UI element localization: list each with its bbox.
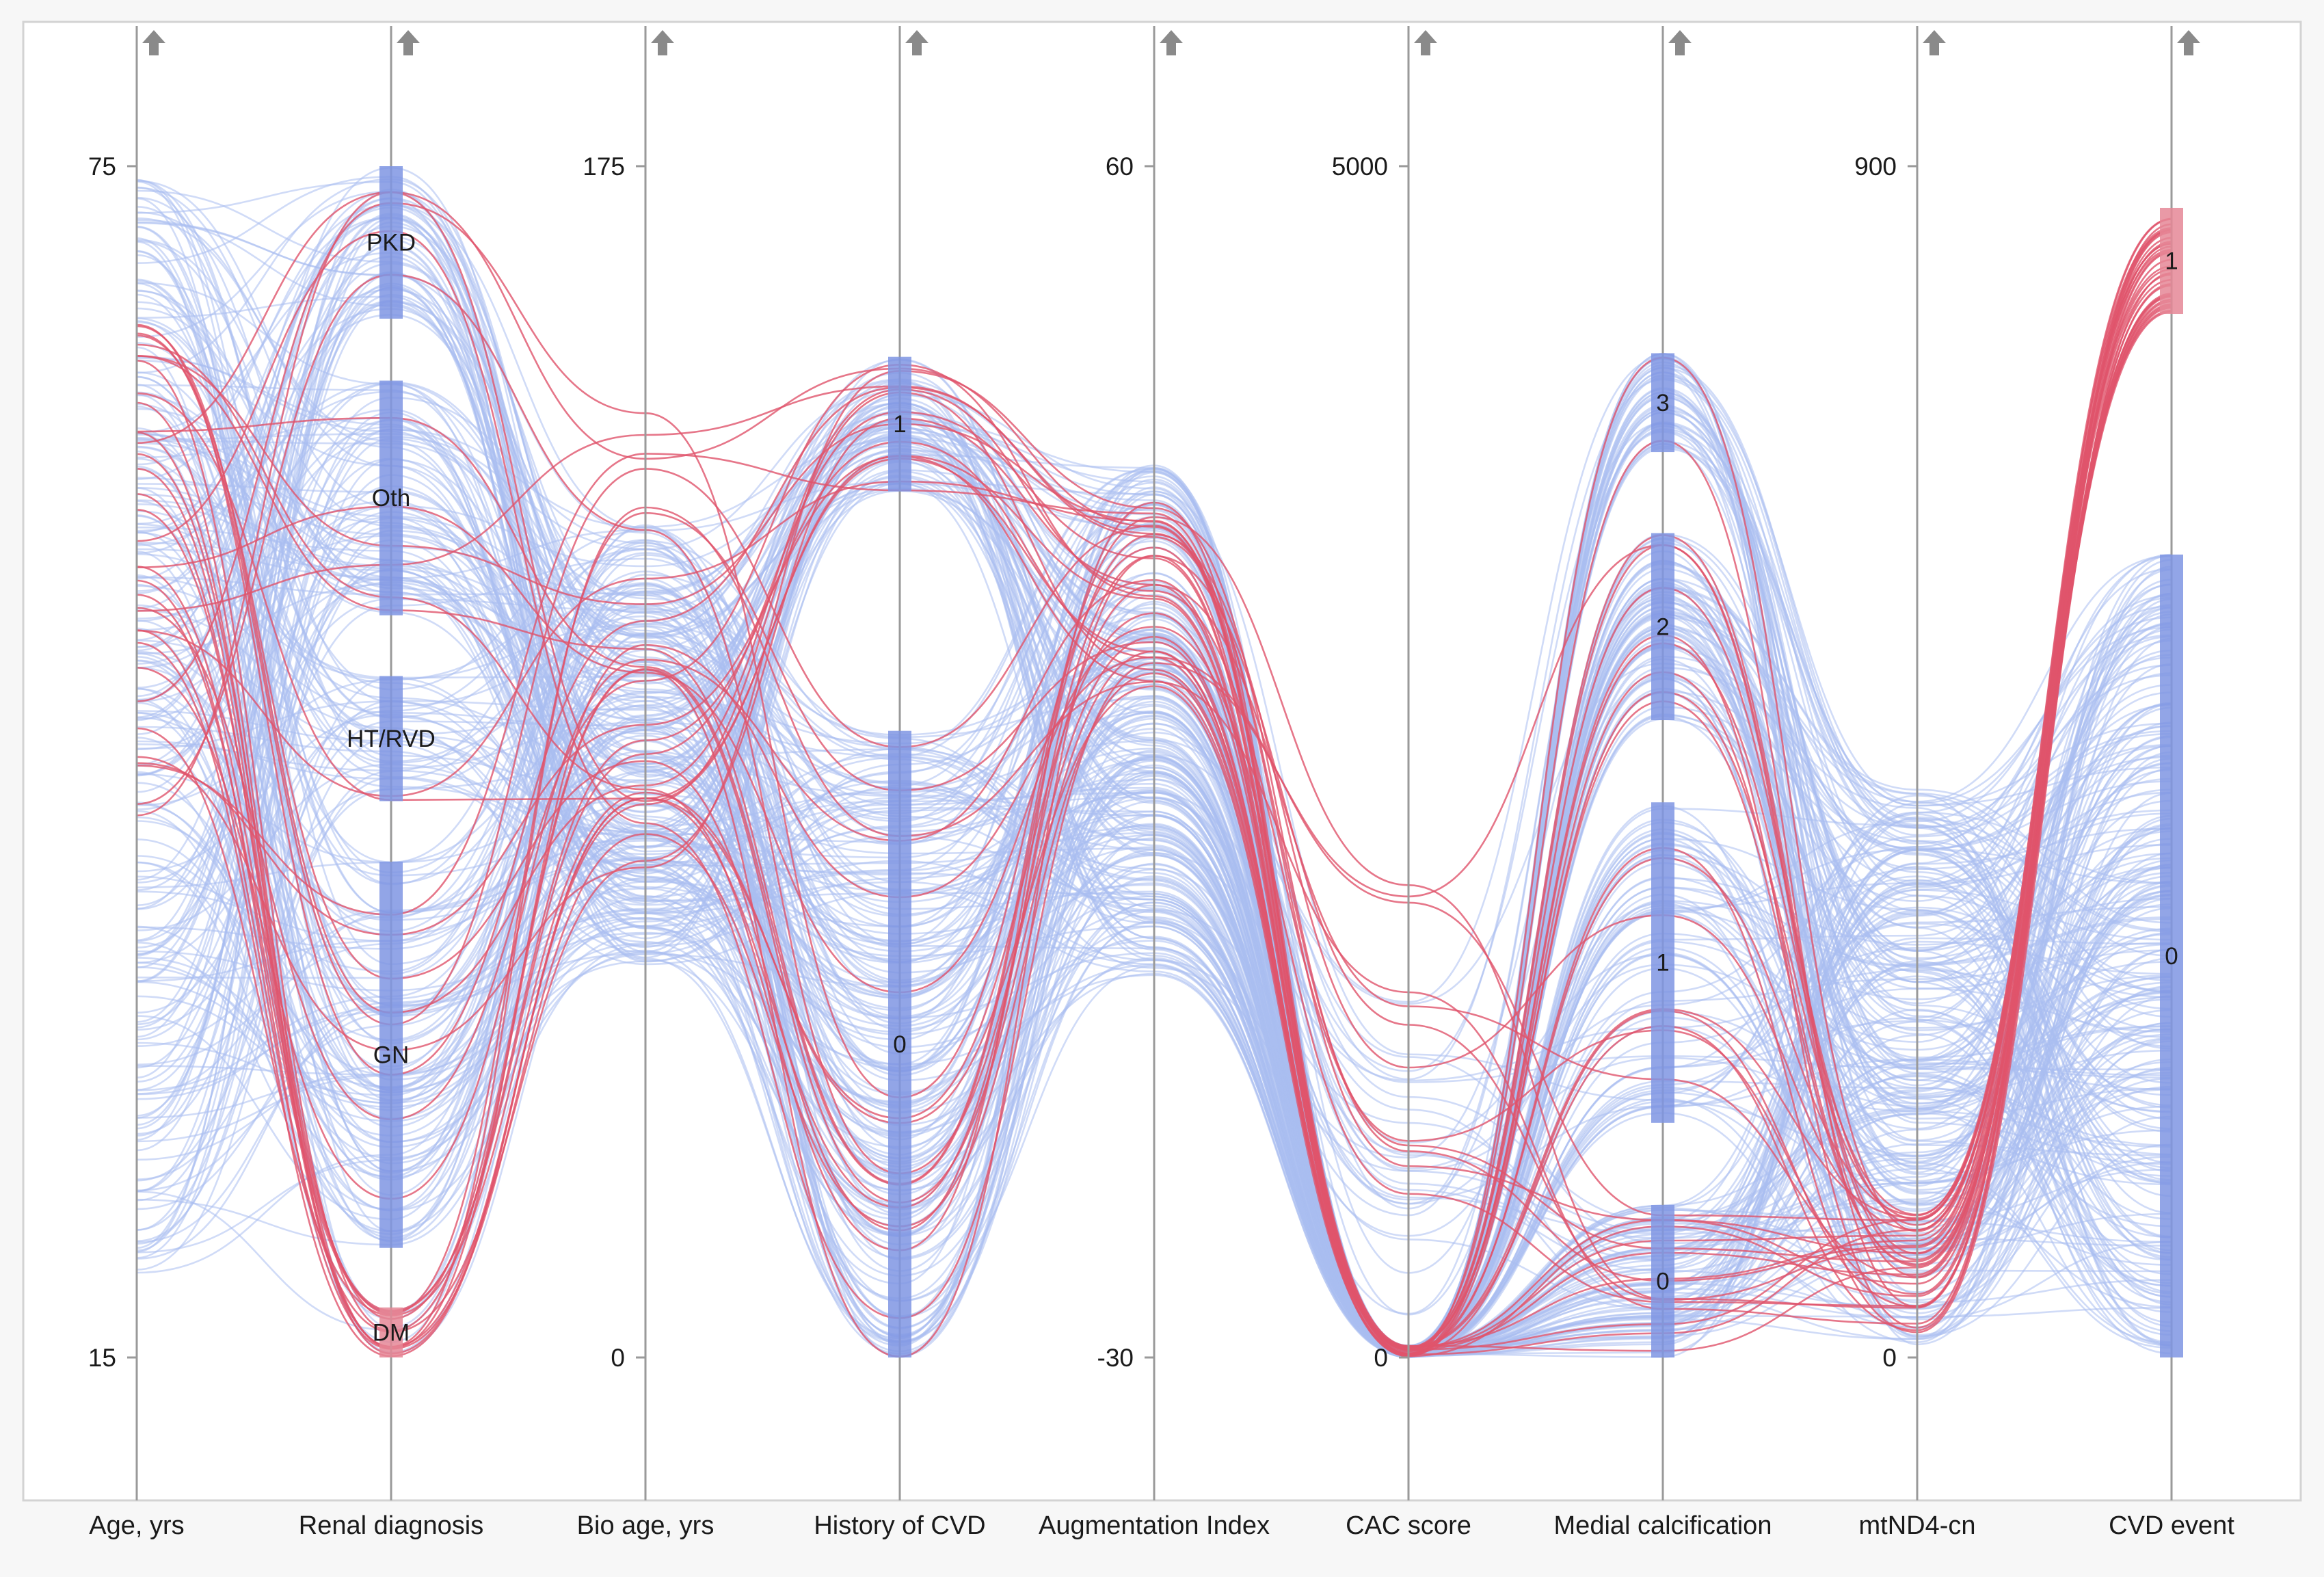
polyline-event <box>136 310 2172 1349</box>
category-bar[interactable] <box>379 676 403 801</box>
axis-title: History of CVD <box>814 1511 985 1540</box>
polyline-event <box>136 299 2172 1279</box>
category-bar[interactable] <box>888 730 911 1357</box>
polyline-no-event <box>136 529 2172 1349</box>
polyline-no-event <box>136 510 2172 1357</box>
polyline-no-event <box>136 178 2172 1356</box>
arrow-up-icon[interactable] <box>651 30 674 55</box>
polyline-event <box>136 230 2172 1348</box>
axis-title: CVD event <box>2109 1511 2234 1540</box>
tick-label-max: 900 <box>1854 153 1897 181</box>
polyline-event <box>136 223 2172 1355</box>
axis-title: Medial calcification <box>1554 1511 1772 1540</box>
category-label: 2 <box>1656 613 1669 640</box>
tick-label-min: 0 <box>1882 1344 1897 1372</box>
polylines-layer <box>136 166 2172 1359</box>
axis-title: Renal diagnosis <box>299 1511 483 1540</box>
arrow-up-icon[interactable] <box>1414 30 1437 55</box>
polyline-no-event <box>136 716 2172 1353</box>
polyline-no-event <box>136 465 2172 1357</box>
category-bar[interactable] <box>379 380 403 615</box>
arrow-up-icon[interactable] <box>1923 30 1946 55</box>
category-label: GN <box>373 1042 410 1069</box>
polyline-event <box>136 237 2172 1351</box>
polyline-no-event <box>136 602 2172 1359</box>
arrow-up-icon[interactable] <box>397 30 420 55</box>
category-label: 1 <box>2165 248 2178 274</box>
arrow-up-icon[interactable] <box>142 30 165 55</box>
category-label: PKD <box>366 229 416 256</box>
polyline-no-event <box>136 773 2172 1354</box>
tick-label-min: -30 <box>1097 1344 1134 1372</box>
arrow-up-icon[interactable] <box>1668 30 1692 55</box>
polyline-no-event <box>136 394 2172 1349</box>
polyline-no-event <box>136 583 2172 1349</box>
polyline-event <box>136 218 2172 1282</box>
polyline-no-event <box>136 381 2172 1310</box>
category-label: 0 <box>2165 943 2178 970</box>
polyline-event <box>136 305 2172 1349</box>
polyline-no-event <box>136 447 2172 1349</box>
category-label: 0 <box>893 1031 906 1058</box>
arrow-up-icon[interactable] <box>2177 30 2200 55</box>
category-label: Oth <box>372 485 410 512</box>
axis-title: CAC score <box>1346 1511 1471 1540</box>
arrow-up-icon[interactable] <box>905 30 929 55</box>
polyline-event <box>136 259 2172 1295</box>
tick-label-max: 60 <box>1106 153 1134 181</box>
category-bar[interactable] <box>1651 802 1674 1123</box>
polyline-no-event <box>136 423 2172 1356</box>
category-label: HT/RVD <box>347 726 436 752</box>
polyline-no-event <box>136 474 2172 1353</box>
category-label: DM <box>373 1319 410 1346</box>
category-bar[interactable] <box>1651 1205 1674 1357</box>
polyline-event <box>136 268 2172 1355</box>
polyline-no-event <box>136 239 2172 1355</box>
category-bar[interactable] <box>379 862 403 1248</box>
arrow-up-icon[interactable] <box>1160 30 1183 55</box>
category-label: 1 <box>893 411 906 438</box>
polyline-no-event <box>136 300 2172 1355</box>
axis-title: Bio age, yrs <box>577 1511 714 1540</box>
category-bar[interactable] <box>1651 533 1674 721</box>
category-label: 3 <box>1656 390 1669 416</box>
category-bar[interactable] <box>1651 353 1674 453</box>
polyline-no-event <box>136 629 2172 1351</box>
category-label: 1 <box>1656 950 1669 977</box>
labels-layer: Age, yrs 75 15 Renal diagnosis PKD Oth HT/RVD G… <box>88 153 2234 1540</box>
polyline-no-event <box>136 419 2172 1356</box>
category-bar[interactable] <box>888 356 911 492</box>
category-bar[interactable] <box>2160 207 2183 315</box>
axis-title: Age, yrs <box>89 1511 184 1540</box>
polyline-no-event <box>136 391 2172 1357</box>
tick-label-max: 5000 <box>1332 153 1388 181</box>
category-bar[interactable] <box>379 166 403 319</box>
tick-label-max: 175 <box>583 153 625 181</box>
tick-label-max: 75 <box>88 153 116 181</box>
axis-title: mtND4-cn <box>1858 1511 1975 1540</box>
tick-label-min: 15 <box>88 1344 116 1372</box>
polyline-event <box>136 229 2172 1350</box>
tick-label-min: 0 <box>1374 1344 1388 1372</box>
polyline-event <box>136 191 2172 1355</box>
axes-layer <box>127 26 2200 1500</box>
category-label: 0 <box>1656 1269 1669 1295</box>
polyline-event <box>136 246 2172 1355</box>
tick-label-min: 0 <box>611 1344 625 1372</box>
polyline-no-event <box>136 216 2172 1349</box>
axis-title: Augmentation Index <box>1039 1511 1270 1540</box>
category-bar[interactable] <box>2160 554 2183 1357</box>
category-bar[interactable] <box>379 1307 403 1357</box>
